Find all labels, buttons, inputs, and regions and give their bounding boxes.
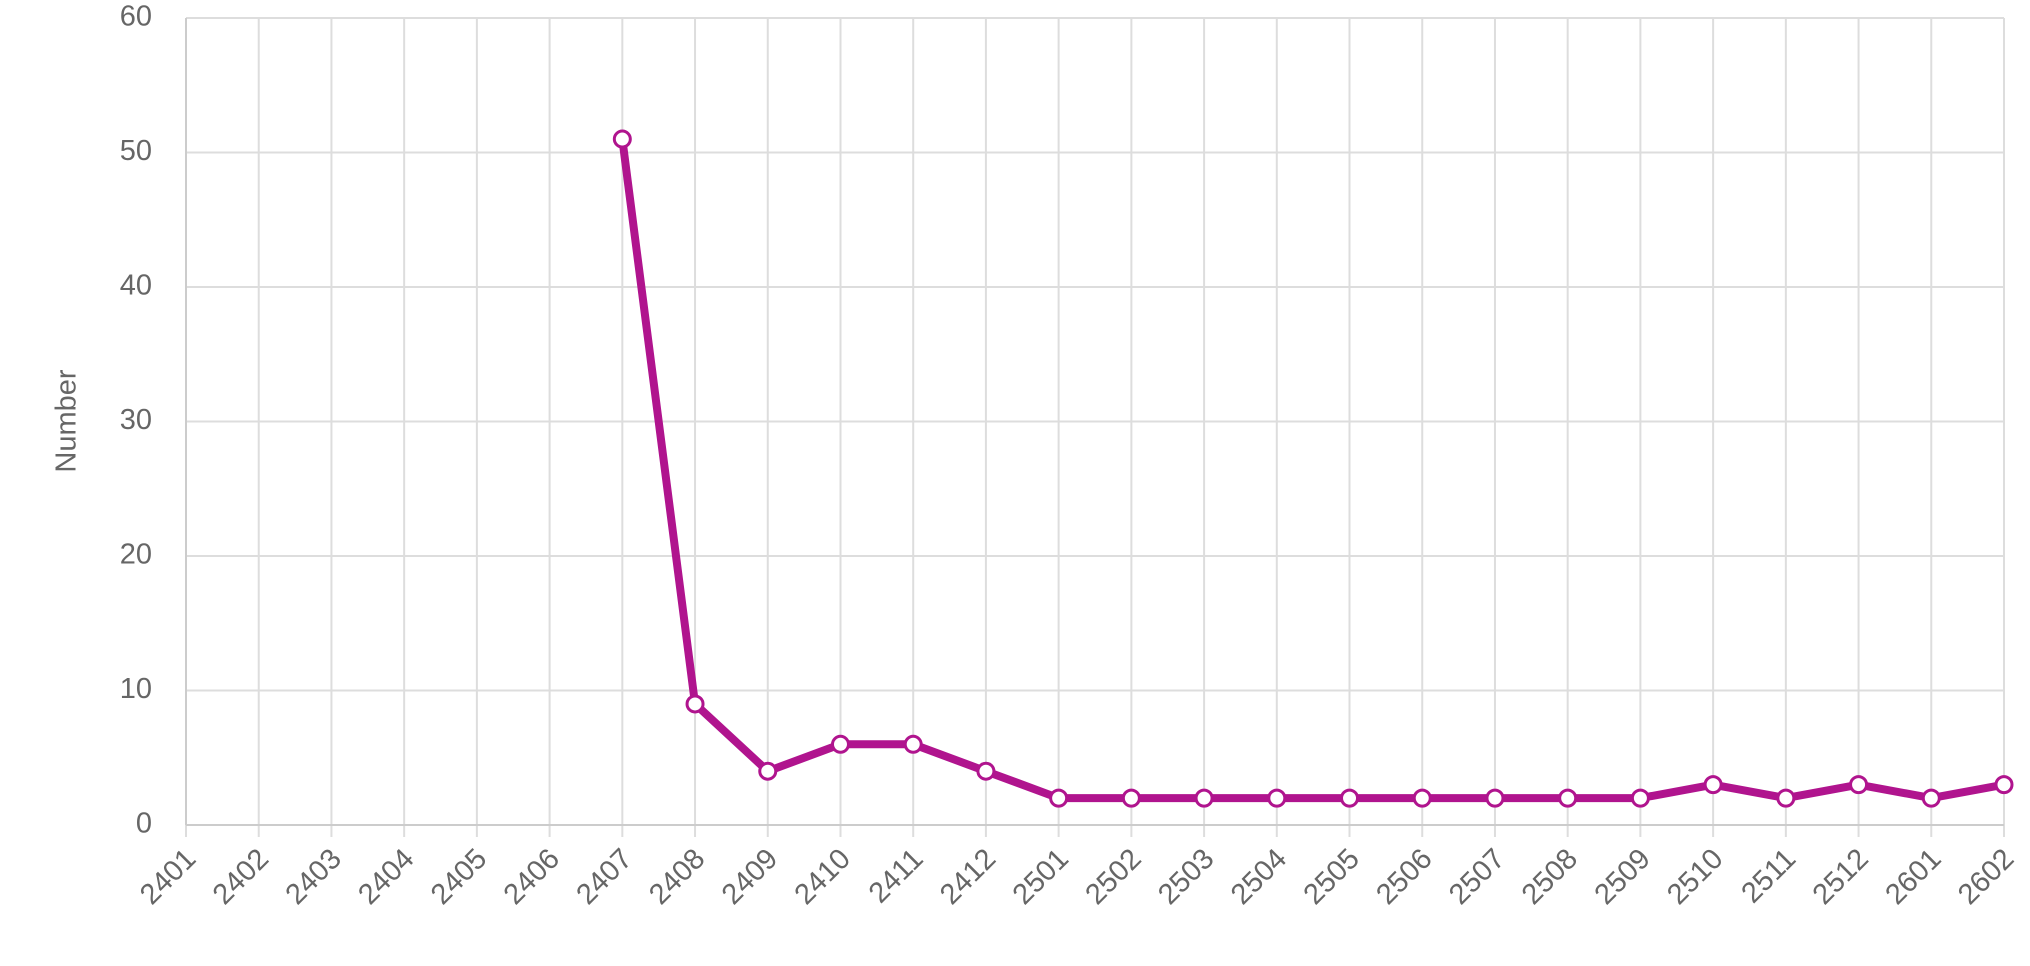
x-tick-label: 2406 bbox=[498, 843, 566, 911]
data-point bbox=[1994, 775, 2014, 795]
x-tick-label: 2412 bbox=[934, 843, 1002, 911]
data-point bbox=[1267, 788, 1287, 808]
y-tick-label: 30 bbox=[120, 404, 152, 436]
data-point bbox=[1049, 788, 1069, 808]
x-tick-label: 2407 bbox=[570, 843, 638, 911]
x-tick-label: 2505 bbox=[1298, 843, 1366, 911]
x-tick-label: 2601 bbox=[1879, 843, 1947, 911]
y-tick-label: 10 bbox=[120, 673, 152, 705]
x-tick-label: 2509 bbox=[1589, 843, 1657, 911]
data-point bbox=[1340, 788, 1360, 808]
data-point bbox=[1703, 775, 1723, 795]
data-point bbox=[1630, 788, 1650, 808]
x-tick-label: 2511 bbox=[1735, 843, 1802, 910]
x-tick-label: 2401 bbox=[134, 843, 202, 911]
x-tick-label: 2506 bbox=[1370, 843, 1438, 911]
x-tick-label: 2510 bbox=[1661, 843, 1729, 911]
x-tick-label: 2403 bbox=[280, 843, 348, 911]
x-tick-label: 2501 bbox=[1007, 843, 1075, 911]
data-point bbox=[1921, 788, 1941, 808]
x-tick-label: 2508 bbox=[1516, 843, 1584, 911]
data-point bbox=[685, 694, 705, 714]
x-tick-label: 2410 bbox=[789, 843, 857, 911]
data-point bbox=[1485, 788, 1505, 808]
x-tick-label: 2502 bbox=[1079, 843, 1147, 911]
y-tick-label: 0 bbox=[136, 808, 152, 840]
data-line bbox=[618, 138, 2005, 803]
x-tick-label: 2411 bbox=[863, 843, 930, 910]
data-point bbox=[612, 129, 632, 149]
data-point bbox=[1849, 775, 1869, 795]
x-tick-label: 2602 bbox=[1952, 843, 2020, 911]
data-point bbox=[1776, 788, 1796, 808]
x-tick-label: 2405 bbox=[425, 843, 493, 911]
y-axis-label: Number bbox=[51, 369, 83, 472]
data-point bbox=[830, 734, 850, 754]
data-point bbox=[903, 734, 923, 754]
x-tick-label: 2503 bbox=[1152, 843, 1220, 911]
y-tick-label: 40 bbox=[120, 270, 152, 302]
x-tick-label: 2404 bbox=[352, 843, 420, 911]
x-tick-label: 2408 bbox=[643, 843, 711, 911]
data-point bbox=[1121, 788, 1141, 808]
data-point bbox=[976, 761, 996, 781]
y-tick-label: 50 bbox=[120, 135, 152, 167]
y-tick-label: 20 bbox=[120, 539, 152, 571]
x-tick-label: 2504 bbox=[1225, 843, 1293, 911]
x-tick-label: 2512 bbox=[1807, 843, 1875, 911]
x-tick-label: 2507 bbox=[1443, 843, 1511, 911]
data-point bbox=[1194, 788, 1214, 808]
data-point bbox=[1558, 788, 1578, 808]
data-point bbox=[758, 761, 778, 781]
y-tick-label: 60 bbox=[120, 1, 152, 33]
data-point bbox=[1412, 788, 1432, 808]
x-tick-label: 2409 bbox=[716, 843, 784, 911]
x-tick-label: 2402 bbox=[207, 843, 275, 911]
